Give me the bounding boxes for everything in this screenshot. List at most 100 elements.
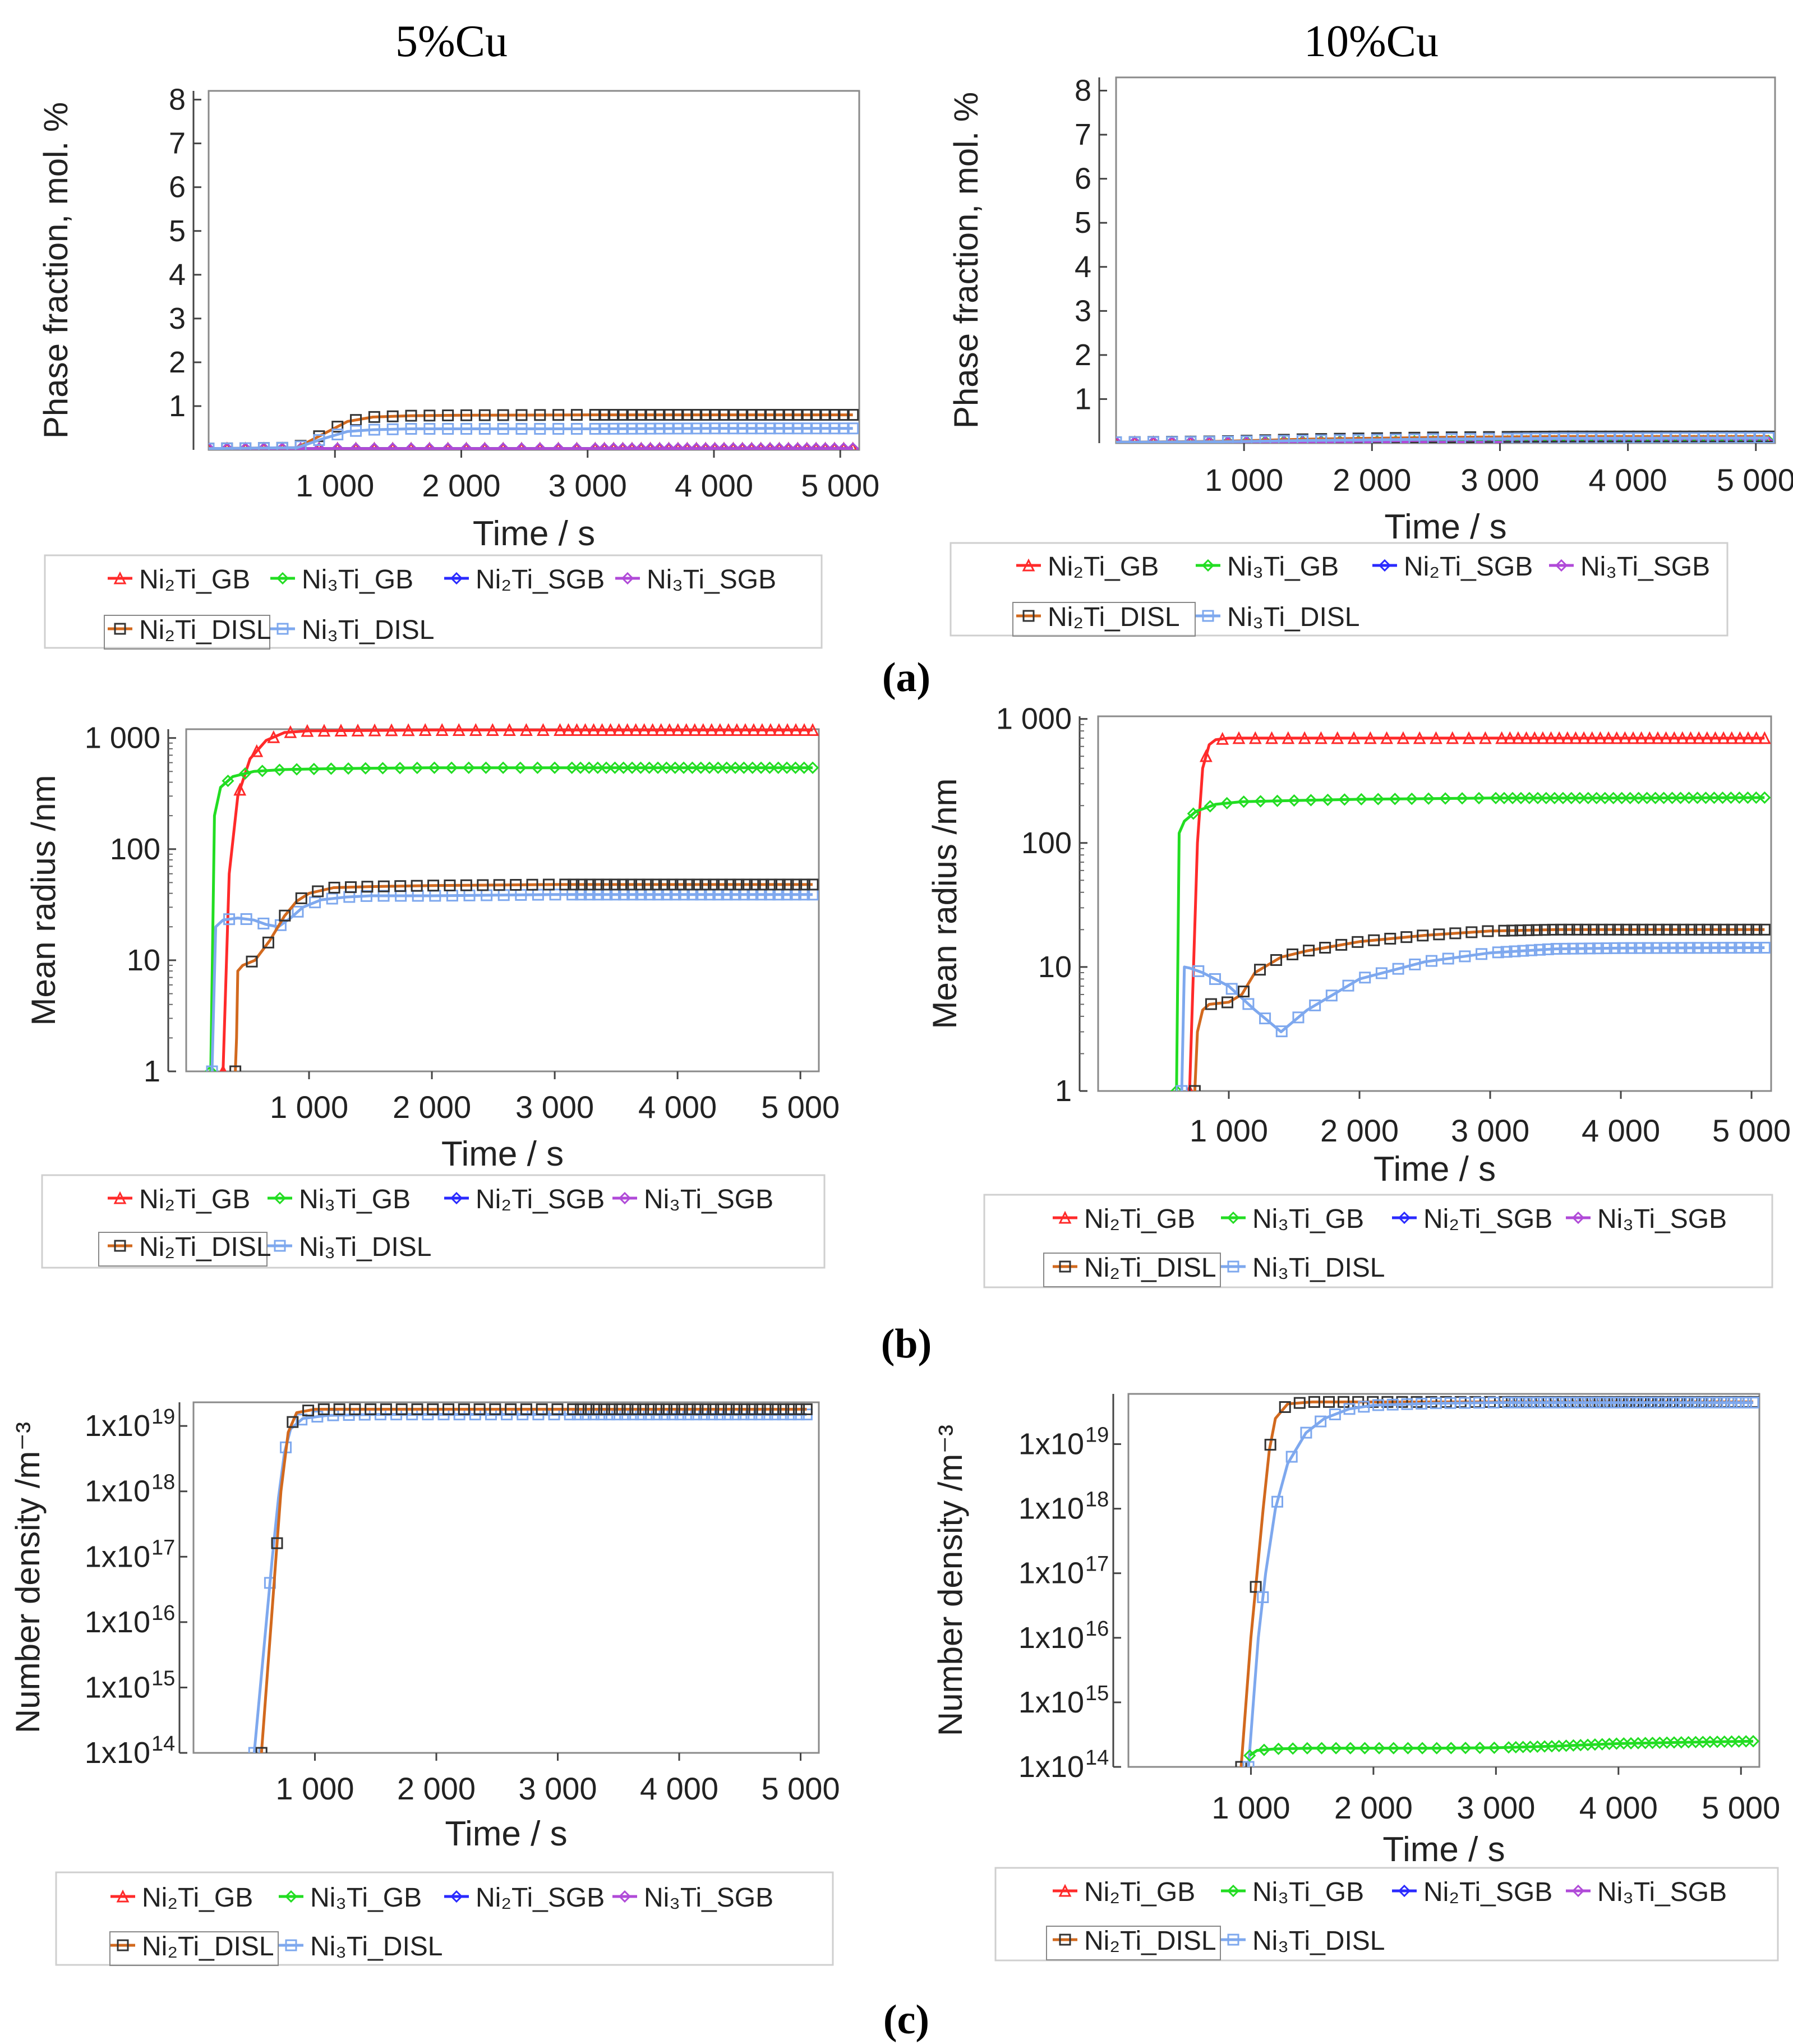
data-point [302, 1405, 315, 1417]
legend-box [41, 1174, 826, 1269]
series-line [210, 893, 813, 1071]
data-point [312, 885, 324, 897]
data-point [617, 878, 629, 891]
data-point [592, 878, 605, 891]
data-point [1744, 436, 1757, 443]
data-point [738, 1403, 750, 1415]
data-point [609, 878, 621, 891]
y-tick-label: 1x10 [1018, 1428, 1084, 1461]
data-point [575, 878, 588, 891]
data-point [1593, 731, 1607, 744]
x-axis-label: Time / s [445, 1815, 567, 1853]
data-point [1734, 436, 1747, 443]
data-point [1433, 928, 1445, 941]
data-point [1128, 436, 1141, 443]
data-point [334, 724, 348, 737]
data-point [1315, 434, 1328, 443]
data-point [385, 723, 398, 736]
data-point [233, 782, 247, 796]
data-point [699, 878, 712, 891]
data-point [1293, 1397, 1306, 1409]
data-point [1631, 436, 1644, 443]
data-point [1668, 1397, 1680, 1409]
data-point [782, 409, 795, 421]
data-point [1733, 791, 1746, 804]
data-point [1557, 436, 1570, 443]
y-tick-exponent: 15 [151, 1666, 175, 1690]
data-point [1509, 945, 1521, 957]
data-point [427, 880, 440, 892]
data-point [606, 1403, 618, 1415]
data-point [1497, 791, 1511, 804]
legend-label: Ni₃Ti_GB [299, 1185, 411, 1214]
legend-label: Ni₂Ti_SGB [476, 1883, 605, 1913]
data-point [350, 425, 362, 437]
y-tick-label: 1x10 [85, 1540, 150, 1573]
data-point [1352, 434, 1365, 443]
data-point [1464, 436, 1477, 443]
data-point [688, 723, 702, 736]
legend-marker [450, 1191, 463, 1205]
data-point [642, 878, 654, 891]
data-point [1700, 731, 1714, 744]
x-tick-label: 2 000 [397, 1771, 476, 1806]
legend-box [55, 1871, 834, 1966]
data-point [1675, 1397, 1688, 1409]
data-point [663, 409, 675, 421]
data-point [1567, 1397, 1579, 1409]
y-tick-label: 3 [1075, 294, 1091, 328]
legend-label: Ni₂Ti_DISL [142, 1932, 274, 1962]
data-point [629, 723, 643, 736]
data-point [1271, 1495, 1284, 1508]
data-point [683, 878, 695, 891]
data-point [1330, 1742, 1343, 1755]
row-label-b: (b) [881, 1321, 932, 1367]
x-axis-label: Time / s [441, 1135, 564, 1173]
x-tick-label: 1 000 [1211, 1790, 1290, 1825]
y-tick-label: 3 [169, 302, 186, 335]
data-point [1298, 731, 1311, 744]
data-point [418, 723, 432, 736]
data-point [643, 761, 656, 774]
y-tick-label: 10 [127, 943, 160, 977]
y-tick-exponent: 14 [1085, 1746, 1109, 1770]
legend-marker [117, 1939, 129, 1951]
data-point [1674, 791, 1687, 804]
legend-label: Ni₃Ti_DISL [1252, 1253, 1385, 1283]
data-point [1279, 1401, 1291, 1413]
data-point [716, 878, 728, 891]
legend-marker [1059, 1933, 1071, 1946]
data-point [1282, 731, 1295, 744]
data-point [1556, 791, 1569, 804]
data-point [644, 409, 657, 421]
data-point [1296, 434, 1308, 443]
legend-label: Ni₂Ti_DISL [1084, 1926, 1216, 1956]
x-axis-label: Time / s [1384, 508, 1506, 546]
data-point [1321, 793, 1334, 807]
data-point [1600, 942, 1612, 955]
data-point [1548, 791, 1561, 804]
data-point [708, 442, 721, 450]
data-point [497, 423, 509, 435]
data-point [519, 723, 533, 736]
data-point [709, 409, 721, 421]
series-line [209, 413, 853, 450]
data-point [729, 761, 742, 774]
data-point [1560, 1397, 1572, 1409]
data-point [616, 442, 629, 450]
data-point [1445, 1742, 1458, 1755]
data-point [1387, 1742, 1400, 1755]
data-point [798, 878, 810, 891]
data-point [1444, 1397, 1456, 1409]
data-point [800, 442, 813, 450]
data-point [709, 422, 721, 435]
data-point [1637, 923, 1649, 936]
data-point [1625, 942, 1638, 954]
data-point [411, 1403, 423, 1415]
legend-label: Ni₃Ti_SGB [1597, 1877, 1727, 1907]
data-point [626, 422, 638, 435]
y-tick-label: 1x10 [85, 1736, 150, 1770]
y-tick-exponent: 16 [1085, 1617, 1109, 1641]
data-point [1577, 731, 1591, 744]
data-point [1147, 436, 1159, 443]
